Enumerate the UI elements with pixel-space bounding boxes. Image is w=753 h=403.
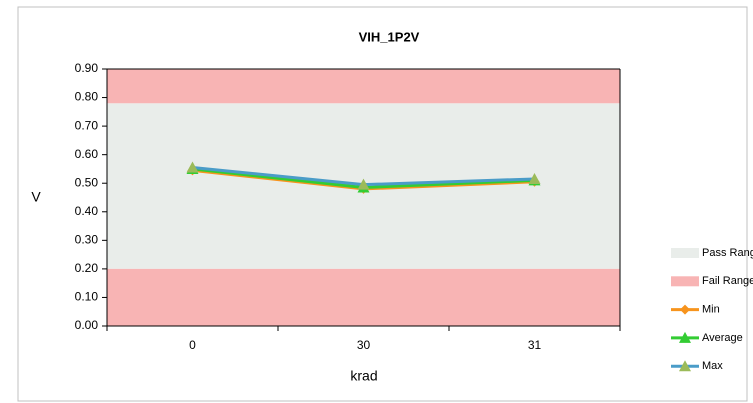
y-tick-label: 0.70 — [75, 118, 99, 132]
y-tick-label: 0.80 — [75, 90, 99, 104]
legend-label: Average — [702, 332, 743, 344]
chart-title: VIH_1P2V — [359, 29, 420, 44]
y-tick-label: 0.00 — [75, 318, 99, 332]
y-tick-label: 0.50 — [75, 175, 99, 189]
y-tick-label: 0.10 — [75, 290, 99, 304]
x-axis-label: krad — [350, 368, 377, 384]
x-tick-label: 30 — [357, 338, 371, 352]
legend-label: Pass Range — [702, 247, 753, 259]
legend-label: Fail Range — [702, 275, 753, 287]
range-band — [107, 268, 620, 326]
y-tick-label: 0.90 — [75, 61, 99, 75]
point-marker — [528, 172, 541, 184]
legend-label: Min — [702, 304, 720, 316]
legend-marker — [679, 331, 691, 343]
x-tick-label: 31 — [528, 338, 542, 352]
point-marker — [357, 178, 370, 190]
legend-swatch — [671, 248, 699, 258]
y-axis-label: V — [31, 189, 41, 205]
y-tick-label: 0.30 — [75, 233, 99, 247]
legend-swatch — [671, 276, 699, 287]
y-tick-label: 0.60 — [75, 147, 99, 161]
legend-label: Max — [702, 360, 723, 372]
x-tick-label: 0 — [189, 338, 196, 352]
y-tick-label: 0.20 — [75, 261, 99, 275]
point-marker — [186, 161, 199, 173]
legend-marker — [679, 360, 691, 372]
range-band — [107, 69, 620, 104]
legend-marker — [680, 304, 690, 315]
y-tick-label: 0.40 — [75, 204, 99, 218]
